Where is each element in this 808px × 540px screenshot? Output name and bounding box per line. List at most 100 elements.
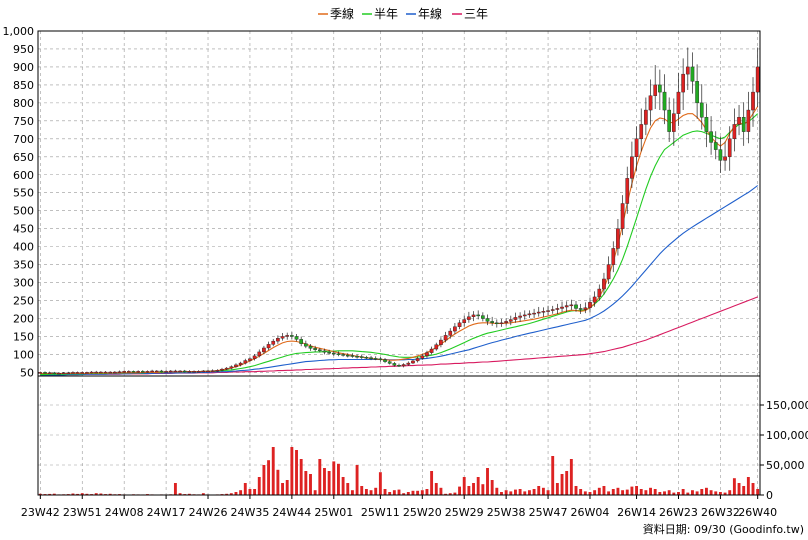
candle-body [723, 156, 727, 161]
candle-body [713, 142, 718, 150]
volume-bar [239, 490, 243, 495]
candle-body [690, 66, 695, 82]
price-tick-label: 500 [13, 205, 34, 218]
candle-body [602, 278, 606, 290]
volume-bar [611, 489, 615, 495]
candle-body [555, 308, 560, 310]
volume-bar [481, 484, 485, 495]
candle-body [336, 353, 341, 355]
volume-bar [383, 489, 387, 495]
candle-body [578, 308, 583, 310]
candle-body [462, 319, 467, 324]
volume-bar [644, 490, 648, 495]
legend-label: 半年 [374, 7, 398, 21]
candle-body [667, 109, 671, 132]
volume-bar [229, 493, 233, 495]
candle-body [741, 117, 746, 132]
candle-body [681, 73, 685, 93]
x-tick-label: 24W17 [147, 506, 186, 519]
candle-body [471, 314, 476, 317]
volume-bar [621, 490, 625, 495]
price-tick-label: 550 [13, 187, 34, 200]
volume-bar [541, 487, 545, 495]
candle-body [38, 372, 43, 374]
volume-bar [234, 492, 238, 495]
source-date-label: 資料日期: 09/30 (Goodinfo.tw) [643, 522, 804, 536]
candle-body [182, 370, 187, 373]
volume-bar [392, 490, 396, 495]
candle-body [294, 336, 299, 340]
volume-bar [467, 486, 471, 495]
candle-body [285, 335, 290, 337]
volume-tick-label: 150,000 [766, 399, 808, 412]
candle-body [122, 371, 127, 373]
candle-body [439, 339, 443, 345]
price-tick-label: 750 [13, 115, 34, 128]
volume-bar [439, 487, 443, 495]
candle-body [131, 371, 136, 373]
x-tick-label: 24W35 [231, 506, 270, 519]
candle-body [164, 371, 168, 373]
candle-body [94, 371, 99, 374]
candle-body [751, 91, 755, 111]
volume-bar [290, 447, 294, 495]
price-tick-label: 350 [13, 259, 34, 272]
volume-bar [486, 468, 489, 495]
volume-tick-label: 50,000 [766, 459, 805, 472]
volume-bar [546, 490, 550, 495]
volume-bar [402, 493, 406, 495]
candle-body [201, 370, 206, 373]
volume-bar [38, 493, 42, 495]
candle-body [257, 351, 262, 357]
volume-bar [304, 471, 308, 495]
candle-body [387, 361, 392, 364]
candle-body [99, 371, 103, 374]
candle-body [588, 302, 592, 308]
candle-body [85, 372, 89, 374]
candle-body [220, 368, 224, 371]
volume-bar [462, 477, 466, 495]
candle-body [434, 344, 439, 350]
candle-body [755, 66, 760, 93]
candle-body [401, 364, 406, 367]
candle-body [564, 305, 569, 308]
candle-body [103, 371, 108, 374]
candle-body [178, 370, 182, 373]
candle-body [136, 371, 140, 373]
candle-body [290, 335, 294, 337]
candle-body [71, 372, 75, 374]
candle-body [373, 358, 378, 360]
volume-bar [374, 487, 378, 495]
x-tick-label: 25W11 [361, 506, 400, 519]
candle-body [476, 314, 481, 317]
candle-body [536, 311, 541, 314]
candle-body [532, 312, 536, 315]
candle-body [467, 316, 471, 320]
price-tick-label: 700 [13, 133, 34, 146]
candle-body [415, 358, 420, 362]
candle-body [271, 340, 276, 345]
candle-body [597, 288, 602, 298]
volume-bar [579, 489, 583, 495]
volume-bar [569, 459, 573, 495]
candle-body [313, 348, 317, 350]
candle-body [499, 322, 504, 325]
candle-body [397, 365, 401, 367]
candle-body [113, 371, 117, 374]
volume-bar [602, 486, 606, 495]
volume-bar [416, 490, 420, 495]
volume-bar [751, 483, 755, 495]
volume-bar [430, 471, 434, 495]
candle-body [574, 304, 578, 309]
volume-bar [173, 483, 177, 495]
volume-bar [718, 492, 722, 495]
candle-body [522, 314, 527, 317]
volume-bar [453, 492, 457, 495]
candle-body [550, 309, 555, 311]
volume-bar [663, 491, 666, 495]
candle-body [653, 84, 658, 96]
candle-body [420, 355, 425, 359]
volume-bar [691, 490, 694, 495]
